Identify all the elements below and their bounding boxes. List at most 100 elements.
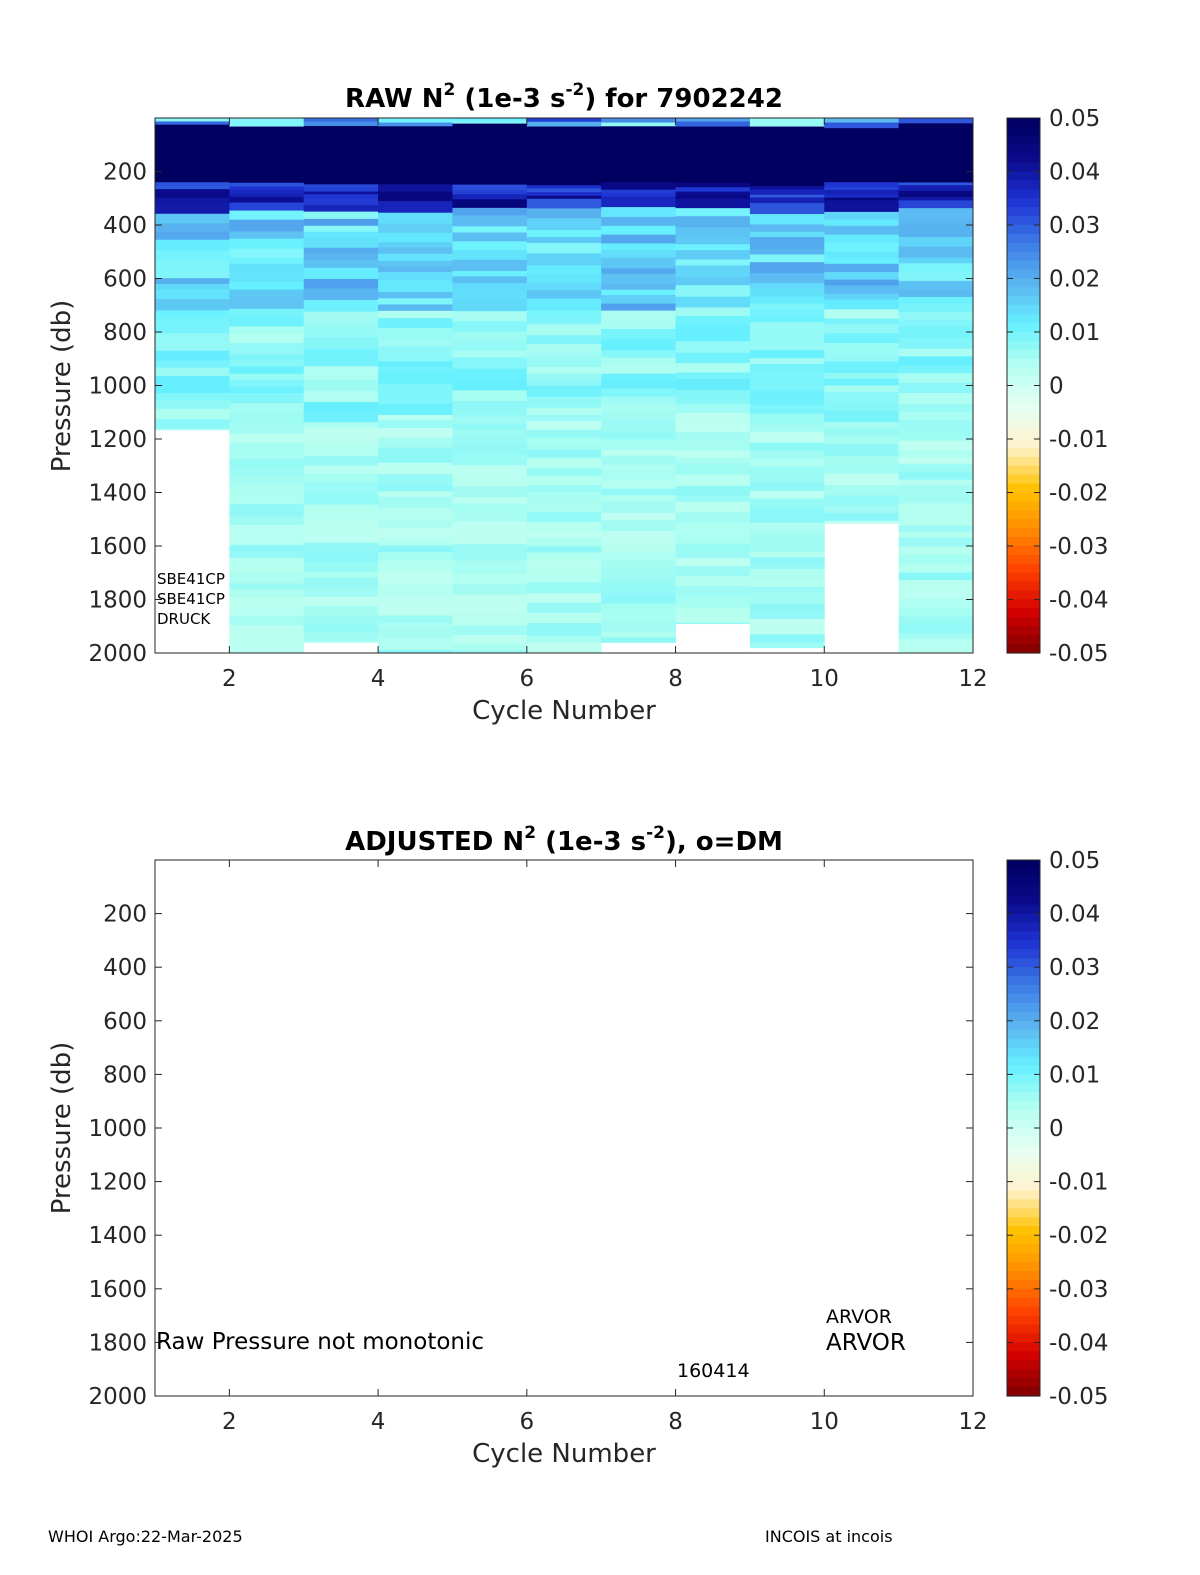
heatmap-cell (675, 237, 751, 245)
heatmap-cell (452, 120, 528, 125)
heatmap-cell (601, 402, 677, 412)
heatmap-cell (601, 501, 677, 514)
heatmap-cell (378, 447, 453, 458)
heatmap-cell (229, 182, 305, 187)
colorbar-segment (1007, 626, 1040, 636)
heatmap-cell (378, 126, 453, 130)
heatmap-cell (675, 585, 751, 598)
x-tick-label: 6 (519, 1409, 534, 1435)
heatmap-cell (303, 577, 379, 588)
heatmap-cell (824, 279, 900, 286)
heatmap-cell (675, 379, 751, 391)
heatmap-cell (155, 310, 230, 319)
heatmap-cell (526, 537, 602, 547)
heatmap-cell (601, 439, 677, 451)
y-tick-label: 1000 (88, 374, 147, 400)
heatmap-cell (601, 177, 677, 183)
heatmap-cell (378, 122, 453, 127)
heatmap-cell (898, 136, 974, 143)
heatmap-cell (526, 582, 602, 594)
colorbar-segment (1007, 367, 1040, 378)
heatmap-cell (452, 160, 528, 166)
heatmap-cell (155, 381, 230, 394)
colorbar-tick-label: 0.03 (1049, 955, 1100, 981)
annotation-platform-large: ARVOR (826, 1330, 906, 1356)
heatmap-cell (155, 289, 230, 300)
heatmap-cell (526, 317, 602, 325)
heatmap-cell (601, 126, 677, 132)
heatmap-cell (526, 118, 602, 123)
colorbar-segment (1007, 483, 1040, 494)
heatmap-cell (675, 522, 751, 535)
heatmap-cell (749, 442, 825, 452)
heatmap-cell (898, 348, 974, 357)
heatmap-cell (824, 225, 900, 236)
heatmap-cell (749, 390, 825, 400)
heatmap-cell (229, 333, 305, 344)
heatmap-cell (601, 283, 677, 291)
colorbar-segment (1007, 940, 1040, 950)
heatmap-cell (229, 120, 305, 128)
heatmap-cell (452, 118, 528, 122)
heatmap-cell (229, 589, 305, 598)
colorbar-segment (1007, 554, 1040, 565)
heatmap-cell (824, 354, 900, 362)
heatmap-cell (229, 467, 305, 479)
heatmap-cell (601, 185, 677, 191)
heatmap-cell (675, 191, 751, 196)
heatmap-cell (303, 481, 379, 494)
heatmap-cell (824, 485, 900, 496)
heatmap-cell (898, 312, 974, 321)
heatmap-cell (601, 578, 677, 587)
heatmap-cell (452, 155, 528, 162)
heatmap-cell (303, 321, 379, 329)
adjusted-colorbar: 0.05 0.04 0.03 0.02 0.01 0 -0.01 -0.02 -0.03 -0.0… (1006, 848, 1109, 1410)
colorbar-segment (1007, 1297, 1040, 1308)
heatmap-cell (749, 273, 825, 284)
heatmap-cell (824, 122, 900, 129)
heatmap-cell (824, 197, 900, 201)
heatmap-cell (675, 404, 751, 414)
heatmap-cell (229, 153, 305, 159)
heatmap-cell (303, 605, 379, 617)
heatmap-cell (898, 246, 974, 259)
heatmap-cell (898, 598, 974, 608)
annotation-platform-small: ARVOR (826, 1306, 892, 1328)
heatmap-cell (898, 633, 974, 640)
heatmap-cell (378, 184, 453, 189)
heatmap-cell (378, 474, 453, 486)
heatmap-cell (155, 139, 230, 145)
heatmap-cell (824, 150, 900, 155)
heatmap-cell (749, 350, 825, 359)
heatmap-cell (749, 534, 825, 542)
heatmap-cell (898, 338, 974, 350)
colorbar-segment (1007, 1369, 1040, 1379)
heatmap-cell (749, 507, 825, 518)
heatmap-cell (526, 475, 602, 486)
heatmap-cell (452, 288, 528, 301)
heatmap-cell (675, 622, 751, 625)
heatmap-cell (749, 118, 825, 122)
heatmap-cell (229, 219, 305, 232)
heatmap-cell (601, 350, 677, 359)
heatmap-cell (824, 147, 900, 151)
heatmap-cell (824, 272, 900, 281)
colorbar-segment (1007, 349, 1040, 360)
heatmap-cell (303, 366, 379, 373)
colorbar-segment (1007, 242, 1040, 253)
heatmap-cell (675, 607, 751, 614)
heatmap-cell (526, 344, 602, 353)
colorbar-segment (1007, 1002, 1040, 1013)
heatmap-cell (229, 354, 305, 361)
heatmap-cell (749, 237, 825, 250)
colorbar-segment (1007, 572, 1040, 583)
heatmap-cell (898, 219, 974, 226)
heatmap-cell (452, 573, 528, 585)
colorbar-segment (1007, 967, 1040, 977)
colorbar-segment (1007, 860, 1040, 870)
heatmap-cell (229, 202, 305, 212)
colorbar-segment (1007, 1288, 1040, 1299)
heatmap-cell (452, 259, 528, 272)
heatmap-cell (155, 392, 230, 401)
colorbar-tick-label: -0.03 (1049, 534, 1109, 560)
